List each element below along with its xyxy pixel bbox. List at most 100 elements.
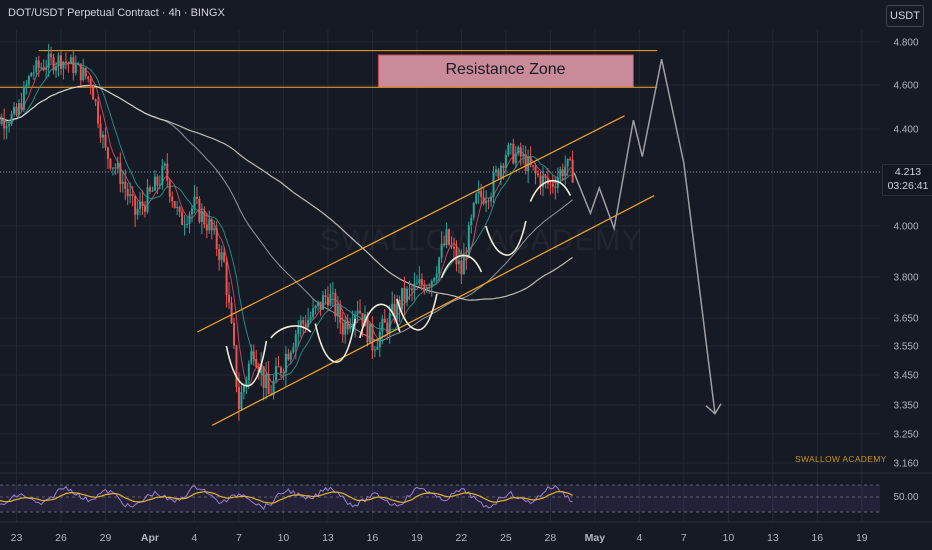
x-tick-label: 23	[11, 532, 23, 544]
candle	[559, 166, 562, 184]
candle	[15, 103, 18, 117]
channel-line	[197, 115, 625, 333]
price-axis[interactable]: 4.800 4.600 4.400 4.000 3.800 3.650 3.550 3.450…	[893, 38, 918, 470]
candle	[255, 350, 258, 369]
candle	[10, 110, 13, 127]
candle	[250, 344, 253, 365]
candle	[203, 206, 206, 229]
candle	[368, 323, 371, 343]
candle	[148, 185, 151, 195]
candle	[84, 67, 87, 80]
candle	[139, 191, 142, 216]
candle	[549, 181, 552, 195]
pattern-arc	[225, 340, 268, 387]
candle	[334, 288, 337, 322]
candle	[435, 266, 438, 283]
candle	[541, 166, 544, 197]
candle	[359, 299, 362, 315]
candle	[25, 80, 28, 95]
projection-arrowhead	[705, 403, 722, 415]
candle	[339, 300, 342, 335]
x-tick-label: 16	[811, 532, 823, 544]
candle	[141, 190, 144, 215]
candle	[183, 215, 186, 236]
candle	[388, 305, 391, 344]
candle	[195, 186, 198, 205]
candle	[532, 164, 535, 171]
candle	[425, 284, 428, 294]
candle	[220, 245, 223, 267]
candle	[161, 158, 164, 190]
candle	[275, 357, 278, 383]
candle	[193, 184, 196, 214]
candle	[262, 366, 265, 401]
candle	[126, 182, 129, 206]
candle	[8, 119, 11, 133]
candle	[495, 165, 498, 177]
candle	[571, 150, 574, 183]
y-tick-label: 4.800	[893, 38, 918, 49]
brand-label: SWALLOW ACADEMY	[795, 454, 887, 464]
candle	[349, 318, 352, 333]
candle	[457, 249, 460, 274]
y-tick-label: 3.550	[893, 342, 918, 353]
candle	[153, 170, 156, 192]
candle	[176, 201, 179, 215]
x-tick-label: 29	[100, 532, 112, 544]
candle	[158, 175, 161, 190]
x-tick-label: 4	[192, 532, 198, 544]
candle	[512, 138, 515, 165]
candle	[64, 52, 67, 70]
time-axis[interactable]: 23 26 29 Apr 4 7 10 13 16 19 22 25 28 May 4 7 10 13 16 19	[0, 521, 932, 544]
candle	[443, 235, 446, 247]
y-tick-label: 3.160	[893, 459, 918, 470]
candle	[0, 113, 3, 126]
candle	[309, 311, 312, 324]
watermark: SWALLOW ACADEMY	[320, 224, 643, 257]
candle	[181, 206, 184, 226]
candle	[146, 178, 149, 214]
candle	[344, 315, 347, 344]
candle	[418, 266, 421, 285]
candle	[17, 99, 20, 119]
candle	[151, 186, 154, 192]
moving-average-line	[0, 85, 573, 342]
candle	[5, 121, 8, 140]
candle	[106, 146, 109, 169]
pattern-arc	[270, 325, 312, 339]
candle	[440, 231, 443, 263]
candle	[386, 318, 389, 340]
candle	[228, 282, 231, 309]
currency-button[interactable]: USDT	[886, 5, 924, 27]
candle	[215, 221, 218, 257]
candle	[32, 65, 35, 81]
pattern-arc	[529, 179, 572, 202]
candle	[487, 197, 490, 210]
candle	[482, 187, 485, 206]
candle	[87, 75, 90, 83]
candle	[438, 256, 441, 282]
pattern-arc	[396, 293, 438, 331]
candle	[272, 374, 275, 400]
candle	[131, 186, 134, 207]
candle	[92, 84, 95, 100]
candle	[27, 74, 30, 87]
candle	[329, 283, 332, 307]
candle	[537, 169, 540, 178]
y-tick-label: 3.250	[893, 430, 918, 441]
y-tick-label: 3.800	[893, 273, 918, 284]
candle	[99, 115, 102, 143]
candle	[205, 212, 208, 239]
candle	[485, 190, 488, 213]
candle	[551, 174, 554, 194]
candle	[428, 283, 431, 294]
candle	[40, 62, 43, 71]
candle	[314, 304, 317, 315]
candle	[144, 201, 147, 218]
candle	[361, 313, 364, 337]
candle	[42, 59, 45, 72]
candle	[527, 149, 530, 184]
candle	[324, 289, 327, 305]
candle	[522, 145, 525, 165]
